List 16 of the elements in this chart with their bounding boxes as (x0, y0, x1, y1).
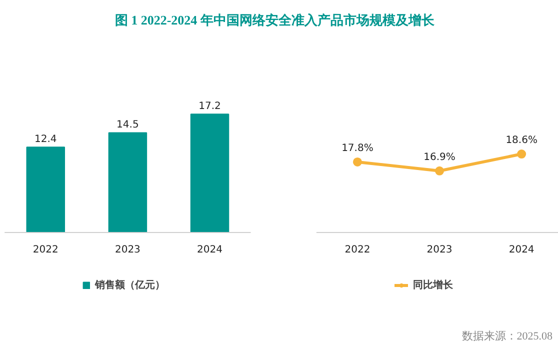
x-tick-label: 2022 (344, 244, 370, 256)
source-note: 数据来源：2025.08 (462, 330, 553, 342)
data-label: 16.9% (424, 152, 456, 163)
data-label: 18.6% (506, 135, 538, 146)
data-label: 12.4 (34, 134, 57, 146)
chart-title: 图 1 2022-2024 年中国网络安全准入产品市场规模及增长 (114, 12, 436, 28)
data-label: 14.5 (116, 120, 139, 131)
x-tick-label: 2023 (114, 244, 140, 256)
x-tick-label: 2024 (197, 244, 222, 256)
legend-label: 销售额（亿元） (95, 278, 166, 292)
x-tick-label: 2023 (426, 244, 452, 256)
x-tick-label: 2022 (32, 244, 58, 256)
x-tick-label: 2024 (508, 244, 534, 256)
legend-label: 同比增长 (413, 278, 453, 292)
data-label: 17.8% (342, 142, 374, 154)
data-label: 17.2 (198, 101, 221, 112)
